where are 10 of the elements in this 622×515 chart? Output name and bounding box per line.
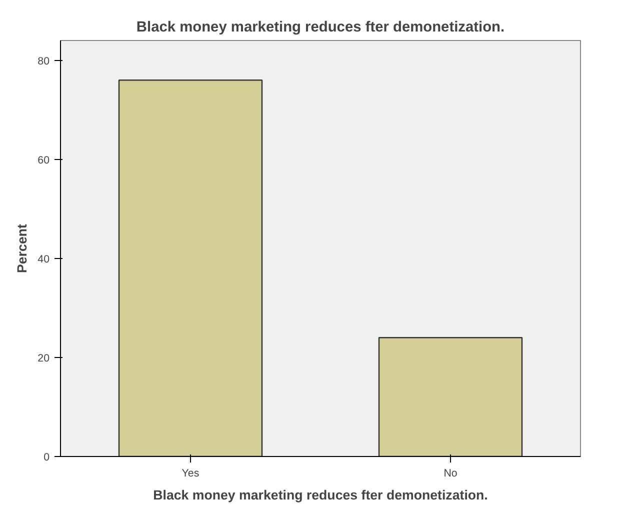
- y-tick-label: 20: [38, 352, 50, 364]
- y-tick-label: 60: [38, 154, 50, 166]
- chart-title: Black money marketing reduces fter demonetization.: [136, 20, 505, 36]
- y-axis-title: Percent: [14, 223, 30, 273]
- y-tick-label: 0: [44, 452, 50, 464]
- x-axis-title: Black money marketing reduces fter demonetization.: [153, 488, 488, 502]
- x-tick-label: Yes: [182, 468, 200, 480]
- y-tick-label: 40: [38, 253, 50, 266]
- y-tick-label: 80: [38, 55, 50, 68]
- x-tick-label: No: [444, 468, 458, 480]
